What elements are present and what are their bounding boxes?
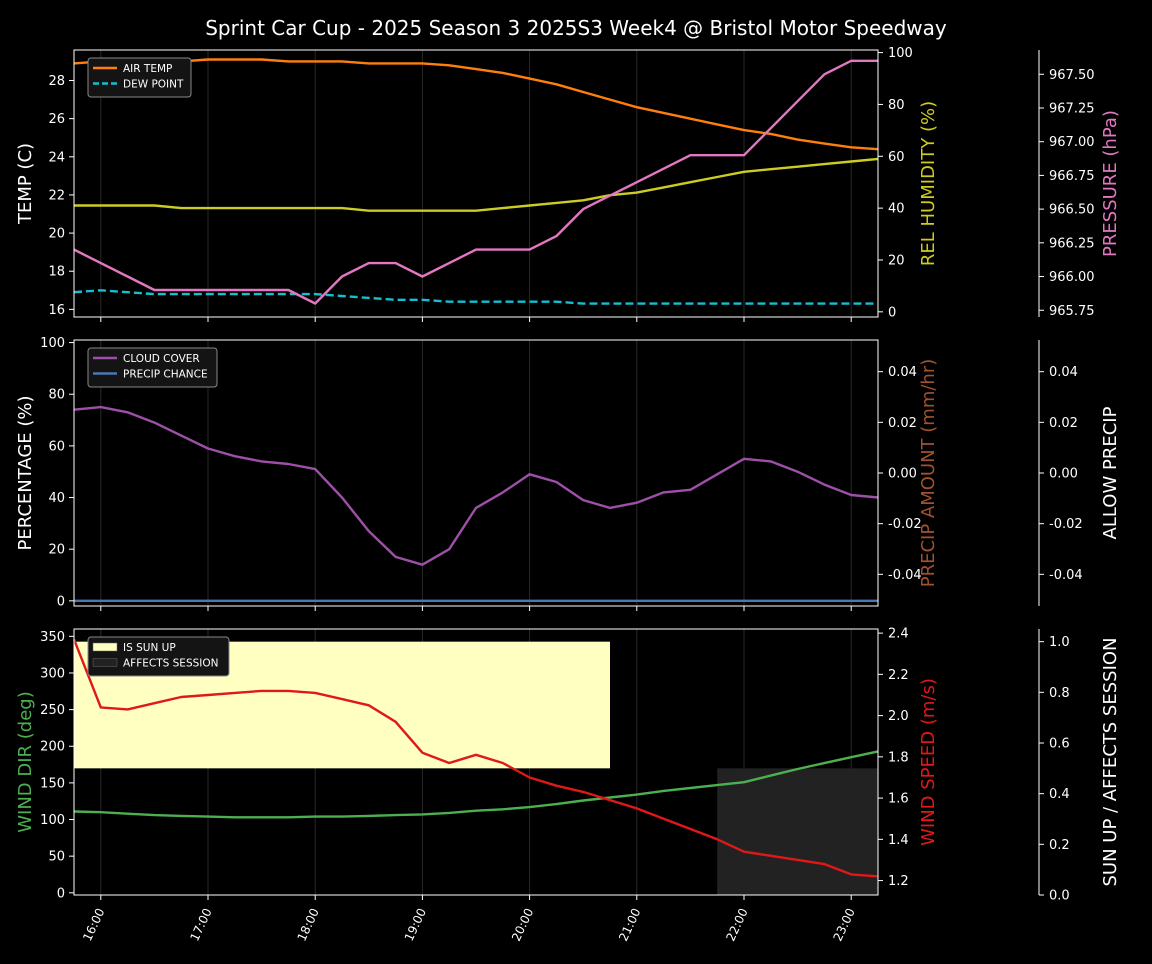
y-tick-label: 300 (40, 666, 65, 681)
y-tick-label: 100 (40, 336, 65, 351)
y3-tick-label: 0.6 (1049, 737, 1070, 752)
figure-title: Sprint Car Cup - 2025 Season 3 2025S3 We… (205, 16, 947, 40)
y-tick-label: 24 (48, 150, 65, 165)
y-axis-label: TEMP (C) (15, 143, 36, 225)
y-tick-label: 200 (40, 740, 65, 755)
y3-tick-label: 0.02 (1049, 416, 1078, 431)
y2-axis-label: PRECIP AMOUNT (mm/hr) (918, 359, 939, 588)
y3-tick-label: 965.75 (1049, 304, 1095, 319)
y2-tick-label: 2.0 (888, 709, 909, 724)
panel-2: 0 20 40 60 80 100 PERCENTAGE (%) -0.04 -0.02 0.00… (15, 336, 1121, 611)
y2-tick-label: 40 (888, 202, 905, 217)
legend-label: DEW POINT (123, 79, 184, 91)
legend-box (87, 347, 218, 388)
y3-tick-label: 966.25 (1049, 236, 1095, 251)
y3-tick-label: -0.04 (1049, 568, 1083, 583)
y3-tick-label: 0.8 (1049, 686, 1070, 701)
y3-tick-label: -0.02 (1049, 517, 1083, 532)
y2-tick-label: 60 (888, 150, 905, 165)
y-tick-label: 60 (48, 439, 65, 454)
y3-tick-label: 0.2 (1049, 838, 1070, 853)
legend-label: AIR TEMP (123, 63, 172, 75)
y3-axis-label: PRESSURE (hPa) (1100, 110, 1121, 257)
plot-frame (73, 49, 879, 318)
y3-tick-label: 966.75 (1049, 169, 1095, 184)
y2-tick-label: -0.04 (888, 568, 922, 583)
legend-label: IS SUN UP (123, 642, 176, 654)
y-tick-label: 80 (48, 388, 65, 403)
y2-tick-label: 1.4 (888, 833, 909, 848)
y-axis-label: WIND DIR (deg) (15, 691, 36, 833)
legend: CLOUD COVER PRECIP CHANCE (87, 347, 218, 388)
y3-tick-label: 0.0 (1049, 889, 1070, 904)
panel-1: 16 18 20 22 24 26 28 TEMP (C) 0 20 40 60 80 100 REL HU… (15, 46, 1121, 322)
y2-axis-label: WIND SPEED (m/s) (918, 678, 939, 846)
legend-swatch (92, 658, 118, 667)
series-line-2 (72, 638, 879, 878)
y-tick-label: 0 (57, 886, 65, 901)
y2-axis-label: REL HUMIDITY (%) (918, 101, 939, 266)
y2-tick-label: 0.04 (888, 365, 917, 380)
legend-swatch (92, 642, 118, 652)
y-tick-label: 26 (48, 112, 65, 127)
y-tick-label: 100 (40, 813, 65, 828)
y2-tick-label: 0.02 (888, 416, 917, 431)
y2-tick-label: 1.2 (888, 874, 909, 889)
y3-tick-label: 966.50 (1049, 203, 1095, 218)
y2-tick-label: 1.6 (888, 792, 909, 807)
legend-label: AFFECTS SESSION (123, 658, 219, 670)
y2-tick-label: 2.2 (888, 668, 909, 683)
y2-tick-label: 2.4 (888, 627, 909, 642)
y3-axis-label: SUN UP / AFFECTS SESSION (1100, 637, 1121, 886)
air-temp-line (73, 58, 879, 151)
cloud-cover-line (73, 405, 879, 566)
y3-tick-label: 1.0 (1049, 635, 1070, 650)
y2-tick-label: 100 (888, 46, 913, 61)
y2-tick-label: 80 (888, 98, 905, 113)
y-tick-label: 350 (40, 630, 65, 645)
y-tick-label: 250 (40, 703, 65, 718)
y-tick-label: 20 (48, 543, 65, 558)
legend: IS SUN UP AFFECTS SESSION (87, 636, 230, 677)
legend: AIR TEMP DEW POINT (87, 57, 192, 98)
y-tick-label: 40 (48, 491, 65, 506)
y-tick-label: 18 (48, 265, 65, 280)
y-tick-label: 0 (57, 594, 65, 609)
dew-point-line (73, 289, 878, 305)
y-tick-label: 22 (48, 188, 65, 203)
y3-tick-label: 0.00 (1049, 467, 1078, 482)
y-tick-label: 16 (48, 303, 65, 318)
y-axis-label: PERCENTAGE (%) (15, 395, 36, 550)
y3-tick-label: 0.4 (1049, 787, 1070, 802)
y3-tick-label: 0.04 (1049, 365, 1078, 380)
y3-tick-label: 967.50 (1049, 68, 1095, 83)
y2-tick-label: 0 (888, 305, 896, 320)
y3-tick-label: 967.00 (1049, 135, 1095, 150)
y2-tick-label: 20 (888, 253, 905, 268)
y3-tick-label: 967.25 (1049, 101, 1095, 116)
y2-tick-label: 1.8 (888, 750, 909, 765)
affects-session-band (717, 768, 878, 895)
y2-tick-label: 0.00 (888, 467, 917, 482)
y3-axis-label: ALLOW PRECIP (1100, 406, 1121, 539)
y-tick-label: 50 (48, 850, 65, 865)
panel-3: 16:00 17:00 18:00 19:00 20:00 21:00 22:00 23:00… (15, 627, 1121, 944)
legend-box (87, 636, 230, 677)
series-line-3 (74, 157, 879, 212)
series-line-4 (73, 59, 878, 305)
y-tick-label: 150 (40, 776, 65, 791)
series-line-1 (73, 750, 879, 819)
y-tick-label: 28 (48, 74, 65, 89)
y2-tick-label: -0.02 (888, 517, 922, 532)
plot-frame (73, 628, 879, 896)
legend-label: CLOUD COVER (123, 353, 200, 365)
y3-tick-label: 966.00 (1049, 270, 1095, 285)
legend-label: PRECIP CHANCE (123, 369, 208, 381)
y-tick-label: 20 (48, 227, 65, 242)
